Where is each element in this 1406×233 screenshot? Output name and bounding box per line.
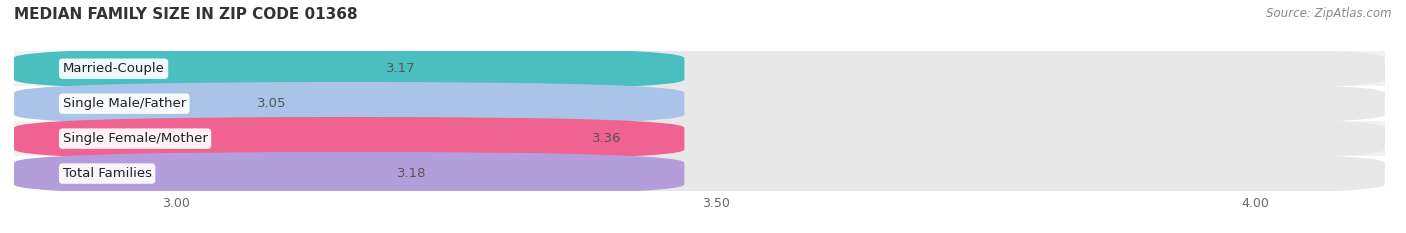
FancyBboxPatch shape [14, 152, 685, 195]
Bar [14, 156, 1385, 191]
FancyBboxPatch shape [14, 152, 1385, 195]
FancyBboxPatch shape [14, 47, 1385, 90]
FancyBboxPatch shape [14, 47, 685, 90]
Text: Source: ZipAtlas.com: Source: ZipAtlas.com [1267, 7, 1392, 20]
FancyBboxPatch shape [14, 117, 1385, 160]
FancyBboxPatch shape [14, 82, 685, 125]
FancyBboxPatch shape [14, 82, 1385, 125]
Text: Married-Couple: Married-Couple [63, 62, 165, 75]
Text: 3.36: 3.36 [592, 132, 621, 145]
Bar [14, 51, 1385, 86]
Text: 3.05: 3.05 [257, 97, 287, 110]
FancyBboxPatch shape [14, 117, 685, 160]
Bar [14, 86, 1385, 121]
Bar [14, 121, 1385, 156]
Text: 3.18: 3.18 [398, 167, 427, 180]
Text: Single Female/Mother: Single Female/Mother [63, 132, 208, 145]
Text: 3.17: 3.17 [387, 62, 416, 75]
Text: Single Male/Father: Single Male/Father [63, 97, 186, 110]
Text: Total Families: Total Families [63, 167, 152, 180]
Text: MEDIAN FAMILY SIZE IN ZIP CODE 01368: MEDIAN FAMILY SIZE IN ZIP CODE 01368 [14, 7, 357, 22]
